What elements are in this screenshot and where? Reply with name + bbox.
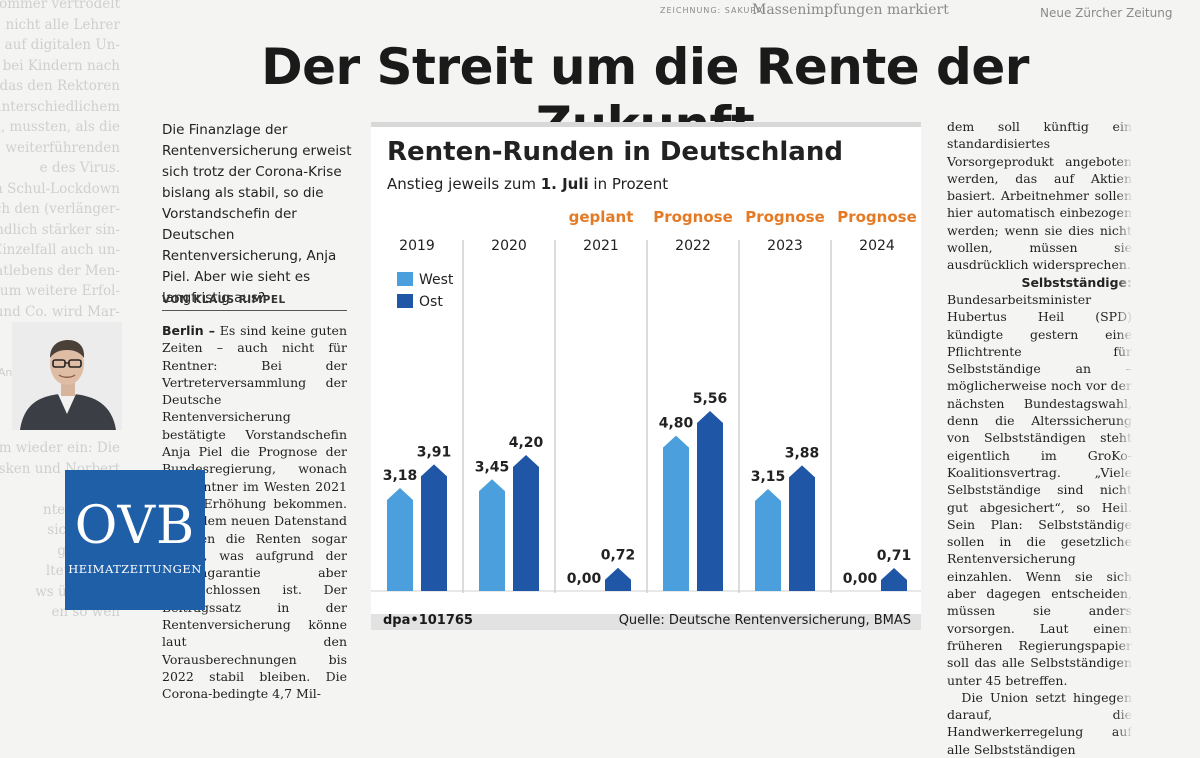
neighbor-line: unterschiedlichem bbox=[0, 98, 120, 115]
chart-top-rule bbox=[371, 122, 921, 127]
teaser-text: Die Finanzlage der Rentenversicherung er… bbox=[162, 122, 352, 306]
data-label: 4,80 bbox=[659, 416, 694, 432]
forecast-tag: Prognose bbox=[653, 208, 733, 226]
legend-swatch bbox=[397, 272, 413, 286]
neighbor-line: Einzelfall auch un- bbox=[0, 242, 120, 258]
data-label: 3,91 bbox=[417, 444, 452, 460]
chart-title: Renten-Runden in Deutschland bbox=[387, 137, 843, 167]
legend-swatch bbox=[397, 294, 413, 308]
paragraph-1: dem soll künftig ein standardisiertes Vo… bbox=[947, 119, 1132, 273]
bar-ost bbox=[605, 567, 631, 591]
source-fragment: Neue Zürcher Zeitung bbox=[1040, 6, 1173, 20]
gutter-fade bbox=[1116, 118, 1140, 758]
paragraph-3: Die Union setzt hingegen darauf, die Han… bbox=[947, 689, 1132, 758]
pension-chart: Renten-Runden in Deutschland Anstieg jew… bbox=[371, 122, 921, 630]
data-label: 3,45 bbox=[475, 459, 510, 475]
legend-label: Ost bbox=[419, 294, 443, 310]
neighbor-line: rich den (verlänger- bbox=[0, 201, 120, 217]
legend-label: West bbox=[419, 272, 454, 288]
chart-subtitle-pre: Anstieg jeweils zum bbox=[387, 175, 536, 193]
neighbor-line: nicht alle Lehrer bbox=[5, 16, 121, 33]
paragraph-2: Selbstständige: Bundesarbeitsminister Hu… bbox=[947, 274, 1132, 689]
data-label: 0,00 bbox=[843, 571, 878, 587]
neighbor-line: e des Virus. bbox=[39, 160, 120, 176]
neighbor-line: a und Co. wird Mar- bbox=[0, 303, 120, 320]
forecast-tag: geplant bbox=[569, 208, 634, 226]
data-label: 3,88 bbox=[785, 445, 820, 461]
bar-west bbox=[755, 489, 781, 591]
data-label: 0,00 bbox=[567, 571, 602, 587]
neighbor-line: Sommer vertrödelt bbox=[0, 0, 120, 12]
data-label: 0,72 bbox=[601, 548, 636, 564]
neighbor-line: endlich stärker sin- bbox=[0, 221, 120, 238]
chart-plot: 2019 3,18 3,91 2020 3,45 4,20 geplant 2021 0,00 0… bbox=[371, 208, 921, 593]
logo-subline: HEIMATZEITUNGEN bbox=[68, 562, 202, 576]
bar-west bbox=[663, 435, 689, 591]
bar-ost bbox=[513, 455, 539, 591]
author-photo bbox=[12, 322, 122, 430]
chart-footer: dpa•101765 Quelle: Deutsche Rentenversic… bbox=[371, 613, 921, 630]
neighbor-line: weiterführenden bbox=[5, 139, 120, 156]
paragraph-3-text: Die Union setzt hingegen darauf, die Han… bbox=[947, 689, 1133, 757]
neighbor-line bbox=[0, 623, 120, 631]
chart-subtitle: Anstieg jeweils zum 1. Juli in Prozent bbox=[387, 175, 668, 193]
neighbor-line: k das den Rektoren bbox=[0, 78, 120, 94]
x-tick-label: 2022 bbox=[675, 238, 711, 254]
bar-ost bbox=[697, 411, 723, 591]
x-tick-label: 2021 bbox=[583, 238, 619, 254]
neighbor-line: taum weitere Erfol- bbox=[0, 283, 120, 299]
paragraph-2-text: Bundesarbeitsminister Hubertus Heil (SPD… bbox=[947, 291, 1132, 688]
caption-fragment: Massenimpfungen markiert bbox=[752, 2, 949, 18]
neighbor-line: em wieder ein: Die bbox=[0, 440, 120, 456]
forecast-tag: Prognose bbox=[745, 208, 825, 226]
chart-subtitle-post: in Prozent bbox=[593, 175, 669, 193]
x-tick-label: 2023 bbox=[767, 238, 803, 254]
chart-subtitle-date: 1. Juli bbox=[540, 175, 589, 193]
illustration-credit: ZEICHNUNG: SAKURAI bbox=[660, 6, 767, 15]
bar-ost bbox=[789, 465, 815, 591]
ovb-logo: OVB HEIMATZEITUNGEN bbox=[65, 470, 205, 610]
forecast-tag: Prognose bbox=[837, 208, 917, 226]
x-tick-label: 2020 bbox=[491, 238, 527, 254]
portrait-illustration bbox=[12, 322, 122, 430]
bar-ost bbox=[881, 568, 907, 591]
chart-agency-id: dpa•101765 bbox=[383, 613, 473, 628]
neighbor-line: en, mussten, als die bbox=[0, 119, 120, 135]
article-body-right: dem soll künftig ein standardisiertes Vo… bbox=[947, 118, 1140, 758]
neighbor-line: hm Schul-Lockdown bbox=[0, 180, 120, 197]
x-tick-label: 2024 bbox=[859, 238, 895, 254]
data-label: 5,56 bbox=[693, 391, 728, 407]
data-label: 3,18 bbox=[383, 468, 418, 484]
bar-west bbox=[387, 488, 413, 591]
dateline: Berlin – bbox=[162, 323, 216, 338]
neighbor-line: eit auf digitalen Un- bbox=[0, 37, 120, 53]
bar-west bbox=[479, 479, 505, 591]
paragraph-2-lead: Selbstständige: bbox=[1021, 274, 1132, 290]
x-tick-label: 2019 bbox=[399, 238, 435, 254]
top-strip: ZEICHNUNG: SAKURAI Massenimpfungen marki… bbox=[640, 0, 1200, 26]
data-label: 0,71 bbox=[877, 548, 912, 564]
bar-ost bbox=[421, 464, 447, 591]
data-label: 4,20 bbox=[509, 435, 544, 451]
chart-source: Quelle: Deutsche Rentenversicherung, BMA… bbox=[618, 613, 911, 628]
neighbor-line: alls bei Kindern nach bbox=[0, 57, 120, 74]
byline: VON KLAUS RIMPEL bbox=[162, 294, 347, 311]
data-label: 3,15 bbox=[751, 469, 786, 485]
neighbor-line: atlebens der Men- bbox=[0, 262, 120, 279]
logo-wordmark: OVB bbox=[74, 496, 196, 556]
